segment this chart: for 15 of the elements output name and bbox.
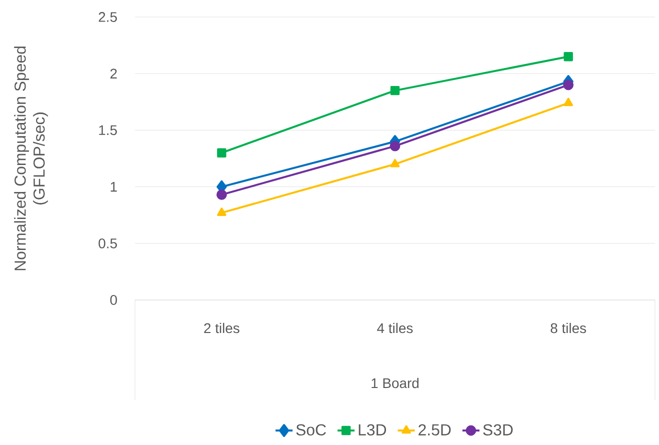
legend-label: S3D [483,424,513,436]
legend-label: SoC [296,424,326,436]
y-tick-label: 1.5 [99,125,117,136]
x-tick-label: 4 tiles [377,322,413,334]
y-tick-label: 0.5 [98,238,117,248]
y-axis-title: Normalized Computation Speed (GFLOP/sec) [14,46,48,270]
y-tick-label: 2.5 [98,12,117,22]
y-tick-label: 1 [110,182,117,192]
legend-label: 2.5D [418,424,451,436]
y-tick-label: 2 [110,68,117,78]
legend-label: L3D [358,424,386,436]
x-axis-title: 1 Board [372,378,419,388]
x-tick-label: 8 tiles [550,322,586,334]
y-tick-label: 0 [110,295,117,305]
x-tick-label: 2 tiles [204,322,240,334]
